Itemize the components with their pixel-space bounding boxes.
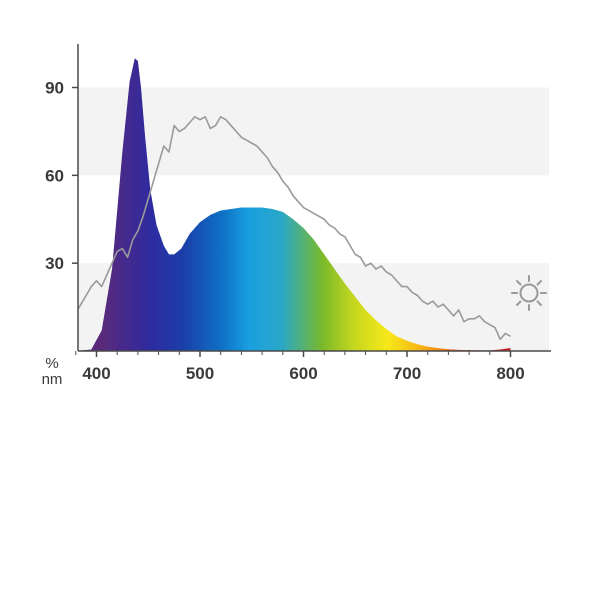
x-tick-label: 800 xyxy=(496,364,524,383)
x-tick-label: 700 xyxy=(393,364,421,383)
x-unit-label: nm xyxy=(42,371,63,388)
daylight-reference-line xyxy=(78,115,511,341)
reference-line-layer xyxy=(78,115,511,341)
background-band xyxy=(78,87,549,176)
axes xyxy=(77,44,551,352)
spectrum-area xyxy=(78,58,511,351)
y-tick-label: 90 xyxy=(45,79,64,98)
y-tick-label: 30 xyxy=(45,254,64,273)
sun-icon xyxy=(511,275,547,311)
spectrum-area-layer xyxy=(78,58,511,351)
y-unit-label: % xyxy=(45,355,58,372)
x-tick-group: 400 500 600 700 800 xyxy=(75,351,525,383)
x-tick-label: 400 xyxy=(82,364,110,383)
x-tick-label: 600 xyxy=(289,364,317,383)
y-tick-label: 60 xyxy=(45,166,64,185)
x-tick-label: 500 xyxy=(186,364,214,383)
y-tick-group: 30 60 90 xyxy=(45,79,78,273)
